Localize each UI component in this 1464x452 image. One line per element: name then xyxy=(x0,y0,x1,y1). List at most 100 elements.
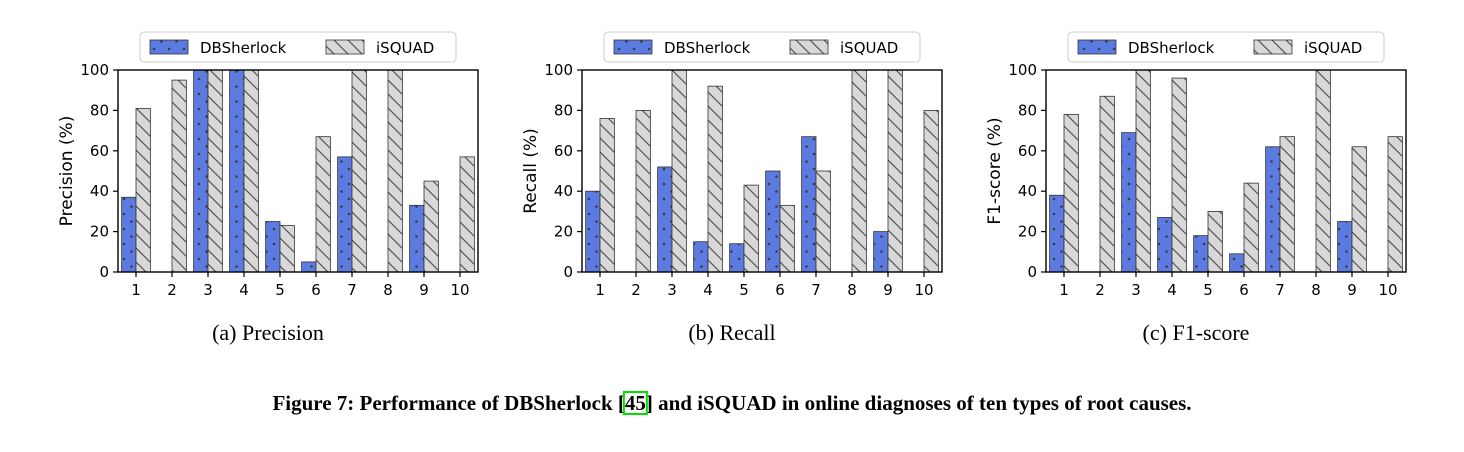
bar-dbsherlock-7 xyxy=(337,156,353,273)
x-tick-label: 5 xyxy=(1203,281,1213,299)
bar-isquad-1 xyxy=(599,118,615,273)
legend-swatch-pattern xyxy=(1253,39,1293,55)
x-tick-label: 3 xyxy=(203,281,213,299)
bar-isquad-2 xyxy=(171,79,187,273)
legend-item-isquad: iSQUAD xyxy=(789,39,898,57)
y-tick-label: 100 xyxy=(544,61,573,79)
legend-swatch-pattern xyxy=(149,39,189,55)
bar-pattern xyxy=(743,184,759,273)
x-tick-label: 1 xyxy=(131,281,141,299)
bar-pattern xyxy=(243,69,259,273)
bar-dbsherlock-3 xyxy=(657,166,673,273)
legend: DBSherlock iSQUAD xyxy=(139,31,457,63)
x-tick-label: 7 xyxy=(347,281,357,299)
legend-label: DBSherlock xyxy=(200,39,287,57)
bar-dbsherlock-6 xyxy=(765,170,781,273)
x-tick-label: 10 xyxy=(914,281,933,299)
bar-isquad-10 xyxy=(1387,136,1403,273)
bar-dbsherlock-7 xyxy=(801,136,817,273)
bar-pattern xyxy=(1135,69,1151,273)
caption-prefix: Figure 7: Performance of DBSherlock [ xyxy=(272,391,624,415)
bar-pattern xyxy=(851,69,867,273)
legend-label: iSQUAD xyxy=(840,39,898,57)
bar-pattern xyxy=(1229,253,1245,273)
bar-pattern xyxy=(1171,77,1187,273)
bar-dbsherlock-5 xyxy=(265,221,281,273)
bar-pattern xyxy=(873,231,889,273)
bar-pattern xyxy=(171,79,187,273)
legend-label: DBSherlock xyxy=(1128,39,1215,57)
x-tick-label: 2 xyxy=(1095,281,1105,299)
legend: DBSherlock iSQUAD xyxy=(603,31,921,63)
chart-panel-1: 0 20 40 60 80 100 1 2 3 4 5 6 7 8 9 10 Precision (%) DBSh… xyxy=(57,31,479,345)
y-tick-label: 20 xyxy=(1018,223,1037,241)
bar-pattern xyxy=(815,170,831,273)
bar-pattern xyxy=(315,136,331,273)
bar-isquad-4 xyxy=(243,69,259,273)
bar-isquad-1 xyxy=(135,107,151,273)
x-tick-label: 6 xyxy=(775,281,785,299)
y-tick-label: 60 xyxy=(554,142,573,160)
y-axis-label: Recall (%) xyxy=(521,128,541,214)
bar-pattern xyxy=(765,170,781,273)
bar-isquad-8 xyxy=(387,69,403,273)
bar-isquad-9 xyxy=(423,180,439,273)
bars xyxy=(585,69,939,273)
caption-ref-link[interactable]: 45 xyxy=(625,391,646,415)
bar-pattern xyxy=(193,69,209,273)
x-tick-label: 8 xyxy=(383,281,393,299)
plot-frame xyxy=(117,69,479,273)
bar-pattern xyxy=(1193,235,1209,273)
bar-pattern xyxy=(337,156,353,273)
bar-pattern xyxy=(1387,136,1403,273)
figure-caption: Figure 7: Performance of DBSherlock [45]… xyxy=(272,391,1192,415)
bar-dbsherlock-9 xyxy=(873,231,889,273)
legend-label: DBSherlock xyxy=(664,39,751,57)
bar-isquad-9 xyxy=(887,69,903,273)
legend-item-dbsherlock: DBSherlock xyxy=(149,39,287,57)
bar-pattern xyxy=(1063,114,1079,273)
bar-pattern xyxy=(635,110,651,273)
bar-pattern xyxy=(887,69,903,273)
y-tick-label: 0 xyxy=(563,263,573,281)
bar-pattern xyxy=(1099,95,1115,273)
bar-isquad-3 xyxy=(1135,69,1151,273)
bar-isquad-8 xyxy=(851,69,867,273)
bar-pattern xyxy=(1337,221,1353,273)
bar-pattern xyxy=(779,204,795,273)
bar-isquad-8 xyxy=(1315,69,1331,273)
x-tick-label: 6 xyxy=(311,281,321,299)
bar-isquad-7 xyxy=(815,170,831,273)
bar-dbsherlock-3 xyxy=(193,69,209,273)
bars xyxy=(121,69,475,273)
bar-isquad-10 xyxy=(459,156,475,273)
y-tick-label: 40 xyxy=(1018,182,1037,200)
x-tick-label: 8 xyxy=(1311,281,1321,299)
bar-dbsherlock-1 xyxy=(1049,194,1065,273)
x-tick-label: 2 xyxy=(631,281,641,299)
bar-dbsherlock-3 xyxy=(1121,132,1137,273)
bar-isquad-9 xyxy=(1351,146,1367,273)
bar-pattern xyxy=(693,241,709,273)
legend-item-isquad: iSQUAD xyxy=(325,39,434,57)
bar-pattern xyxy=(585,190,601,273)
bar-pattern xyxy=(1265,146,1281,273)
x-tick-label: 10 xyxy=(1378,281,1397,299)
y-tick-label: 20 xyxy=(554,223,573,241)
svg-text:Figure 7: Performance of DBShe: Figure 7: Performance of DBSherlock [45]… xyxy=(272,391,1191,415)
bar-pattern xyxy=(1243,182,1259,273)
legend-item-dbsherlock: DBSherlock xyxy=(613,39,751,57)
x-tick-label: 4 xyxy=(1167,281,1177,299)
bar-pattern xyxy=(657,166,673,273)
bar-pattern xyxy=(387,69,403,273)
bar-isquad-7 xyxy=(351,69,367,273)
bars xyxy=(1049,69,1403,273)
bar-dbsherlock-4 xyxy=(229,69,245,273)
y-tick-label: 20 xyxy=(90,223,109,241)
bar-isquad-2 xyxy=(635,110,651,273)
x-tick-label: 3 xyxy=(667,281,677,299)
bar-pattern xyxy=(801,136,817,273)
subfigure-caption: (c) F1-score xyxy=(1143,320,1250,345)
bar-isquad-5 xyxy=(743,184,759,273)
